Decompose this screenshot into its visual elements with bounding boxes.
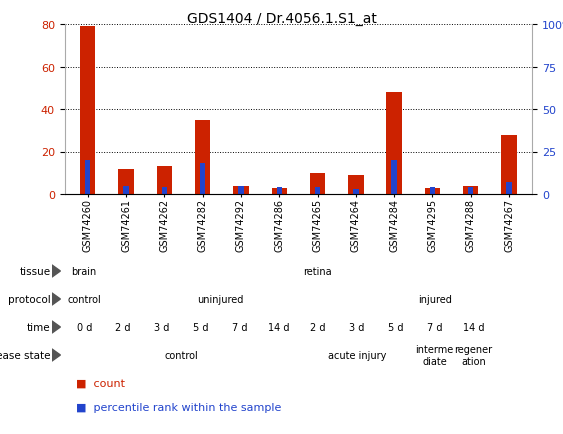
Polygon shape <box>52 265 60 277</box>
Text: regener
ation: regener ation <box>454 345 493 366</box>
Text: uninjured: uninjured <box>197 294 244 304</box>
Text: injured: injured <box>418 294 452 304</box>
Bar <box>276 188 282 194</box>
Text: ■  count: ■ count <box>76 378 125 388</box>
Bar <box>200 164 205 194</box>
Text: 7 d: 7 d <box>427 322 443 332</box>
Bar <box>162 188 167 194</box>
Text: retina: retina <box>303 266 332 276</box>
Text: acute injury: acute injury <box>328 350 386 360</box>
Bar <box>386 93 402 194</box>
Polygon shape <box>52 293 60 306</box>
Bar <box>506 183 512 194</box>
Text: ■  percentile rank within the sample: ■ percentile rank within the sample <box>76 402 282 412</box>
Text: disease state: disease state <box>0 350 51 360</box>
Text: 3 d: 3 d <box>349 322 364 332</box>
Text: 5 d: 5 d <box>193 322 209 332</box>
Bar <box>157 167 172 194</box>
Bar <box>348 175 364 194</box>
Text: 14 d: 14 d <box>463 322 484 332</box>
Bar <box>353 190 359 194</box>
Bar <box>195 120 211 194</box>
Bar <box>80 27 95 194</box>
Bar <box>310 173 325 194</box>
Text: brain: brain <box>72 266 97 276</box>
Bar <box>315 188 320 194</box>
Bar <box>425 188 440 194</box>
Bar <box>118 169 133 194</box>
Text: time: time <box>27 322 51 332</box>
Text: 2 d: 2 d <box>310 322 325 332</box>
Bar <box>233 186 249 194</box>
Text: 7 d: 7 d <box>232 322 248 332</box>
Text: 3 d: 3 d <box>154 322 170 332</box>
Text: protocol: protocol <box>8 294 51 304</box>
Text: 0 d: 0 d <box>77 322 92 332</box>
Bar <box>271 188 287 194</box>
Text: control: control <box>68 294 101 304</box>
Text: interme
diate: interme diate <box>415 345 454 366</box>
Bar <box>502 135 517 194</box>
Bar <box>391 161 397 194</box>
Bar <box>468 188 473 194</box>
Polygon shape <box>52 349 60 362</box>
Text: tissue: tissue <box>20 266 51 276</box>
Text: 5 d: 5 d <box>388 322 404 332</box>
Text: GDS1404 / Dr.4056.1.S1_at: GDS1404 / Dr.4056.1.S1_at <box>186 12 377 26</box>
Text: control: control <box>165 350 198 360</box>
Bar <box>463 186 479 194</box>
Bar <box>123 186 129 194</box>
Text: 14 d: 14 d <box>268 322 290 332</box>
Bar <box>85 161 91 194</box>
Bar <box>238 186 244 194</box>
Text: 2 d: 2 d <box>115 322 131 332</box>
Polygon shape <box>52 321 60 333</box>
Bar <box>430 188 435 194</box>
